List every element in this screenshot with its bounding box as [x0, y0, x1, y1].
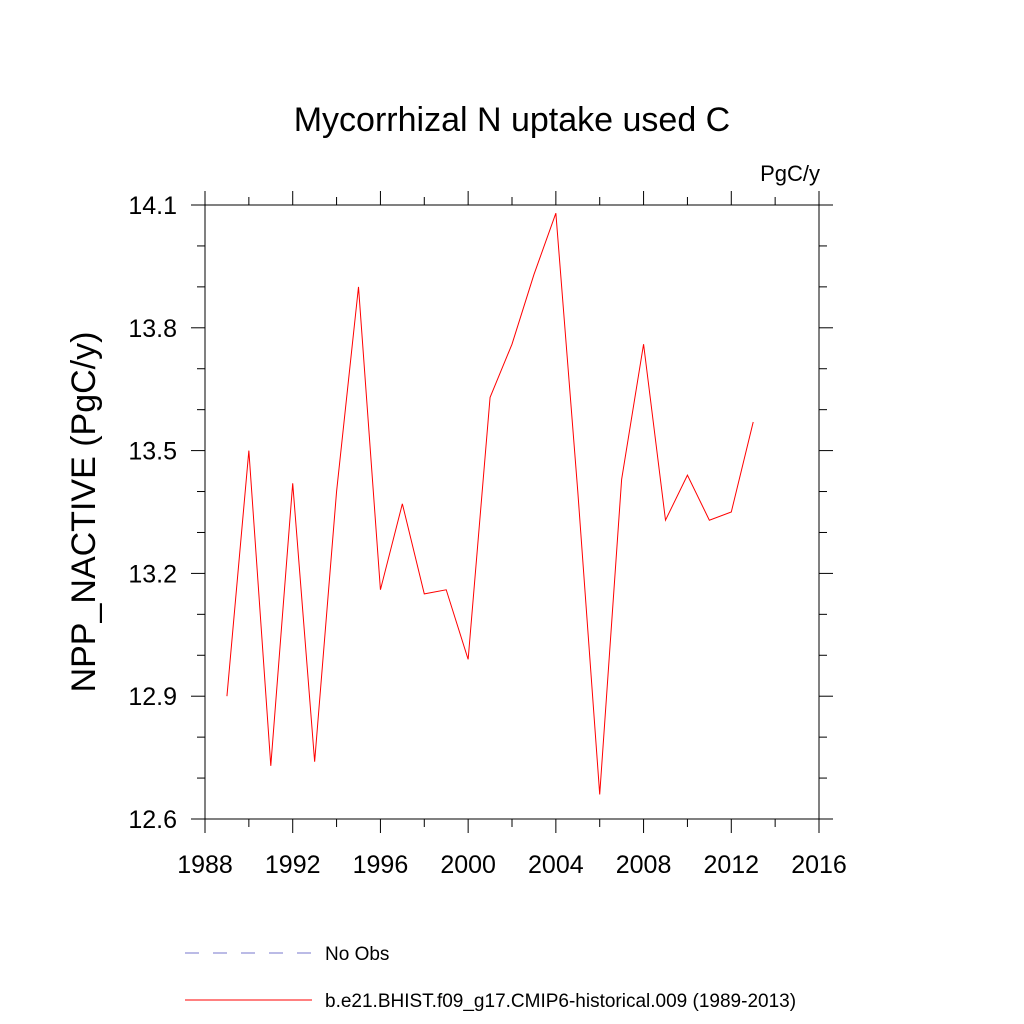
- x-tick-label: 2004: [528, 851, 584, 879]
- x-tick-label: 1996: [353, 851, 409, 879]
- axis-ticks: [191, 191, 833, 833]
- x-tick-label: 2000: [440, 851, 496, 879]
- x-tick-labels: 1988 1992 1996 2000 2004 2008 2012 2016: [177, 851, 847, 879]
- legend-no-obs-label: No Obs: [325, 944, 389, 965]
- x-tick-label: 2016: [791, 851, 847, 879]
- series-group: [226, 213, 754, 795]
- units-label: PgC/y: [760, 161, 820, 186]
- series-line-0: [226, 213, 754, 795]
- x-tick-label: 1992: [265, 851, 321, 879]
- y-tick-label: 13.8: [128, 315, 177, 343]
- plot-frame: [204, 204, 820, 820]
- x-tick-label: 1988: [177, 851, 233, 879]
- y-tick-labels: 12.6 12.9 13.2 13.5 13.8 14.1: [128, 192, 177, 834]
- y-tick-label: 12.6: [128, 806, 177, 834]
- chart-title: Mycorrhizal N uptake used C: [294, 101, 731, 139]
- y-tick-label: 12.9: [128, 683, 177, 711]
- x-tick-label: 2012: [703, 851, 759, 879]
- legend-series-label: b.e21.BHIST.f09_g17.CMIP6-historical.009…: [325, 991, 796, 1012]
- y-tick-label: 13.2: [128, 560, 177, 588]
- legend: No Obs b.e21.BHIST.f09_g17.CMIP6-histori…: [185, 944, 796, 1012]
- x-tick-label: 2008: [616, 851, 672, 879]
- y-tick-label: 14.1: [128, 192, 177, 220]
- y-tick-label: 13.5: [128, 438, 177, 466]
- y-axis-label: NPP_NACTIVE (PgC/y): [65, 332, 103, 693]
